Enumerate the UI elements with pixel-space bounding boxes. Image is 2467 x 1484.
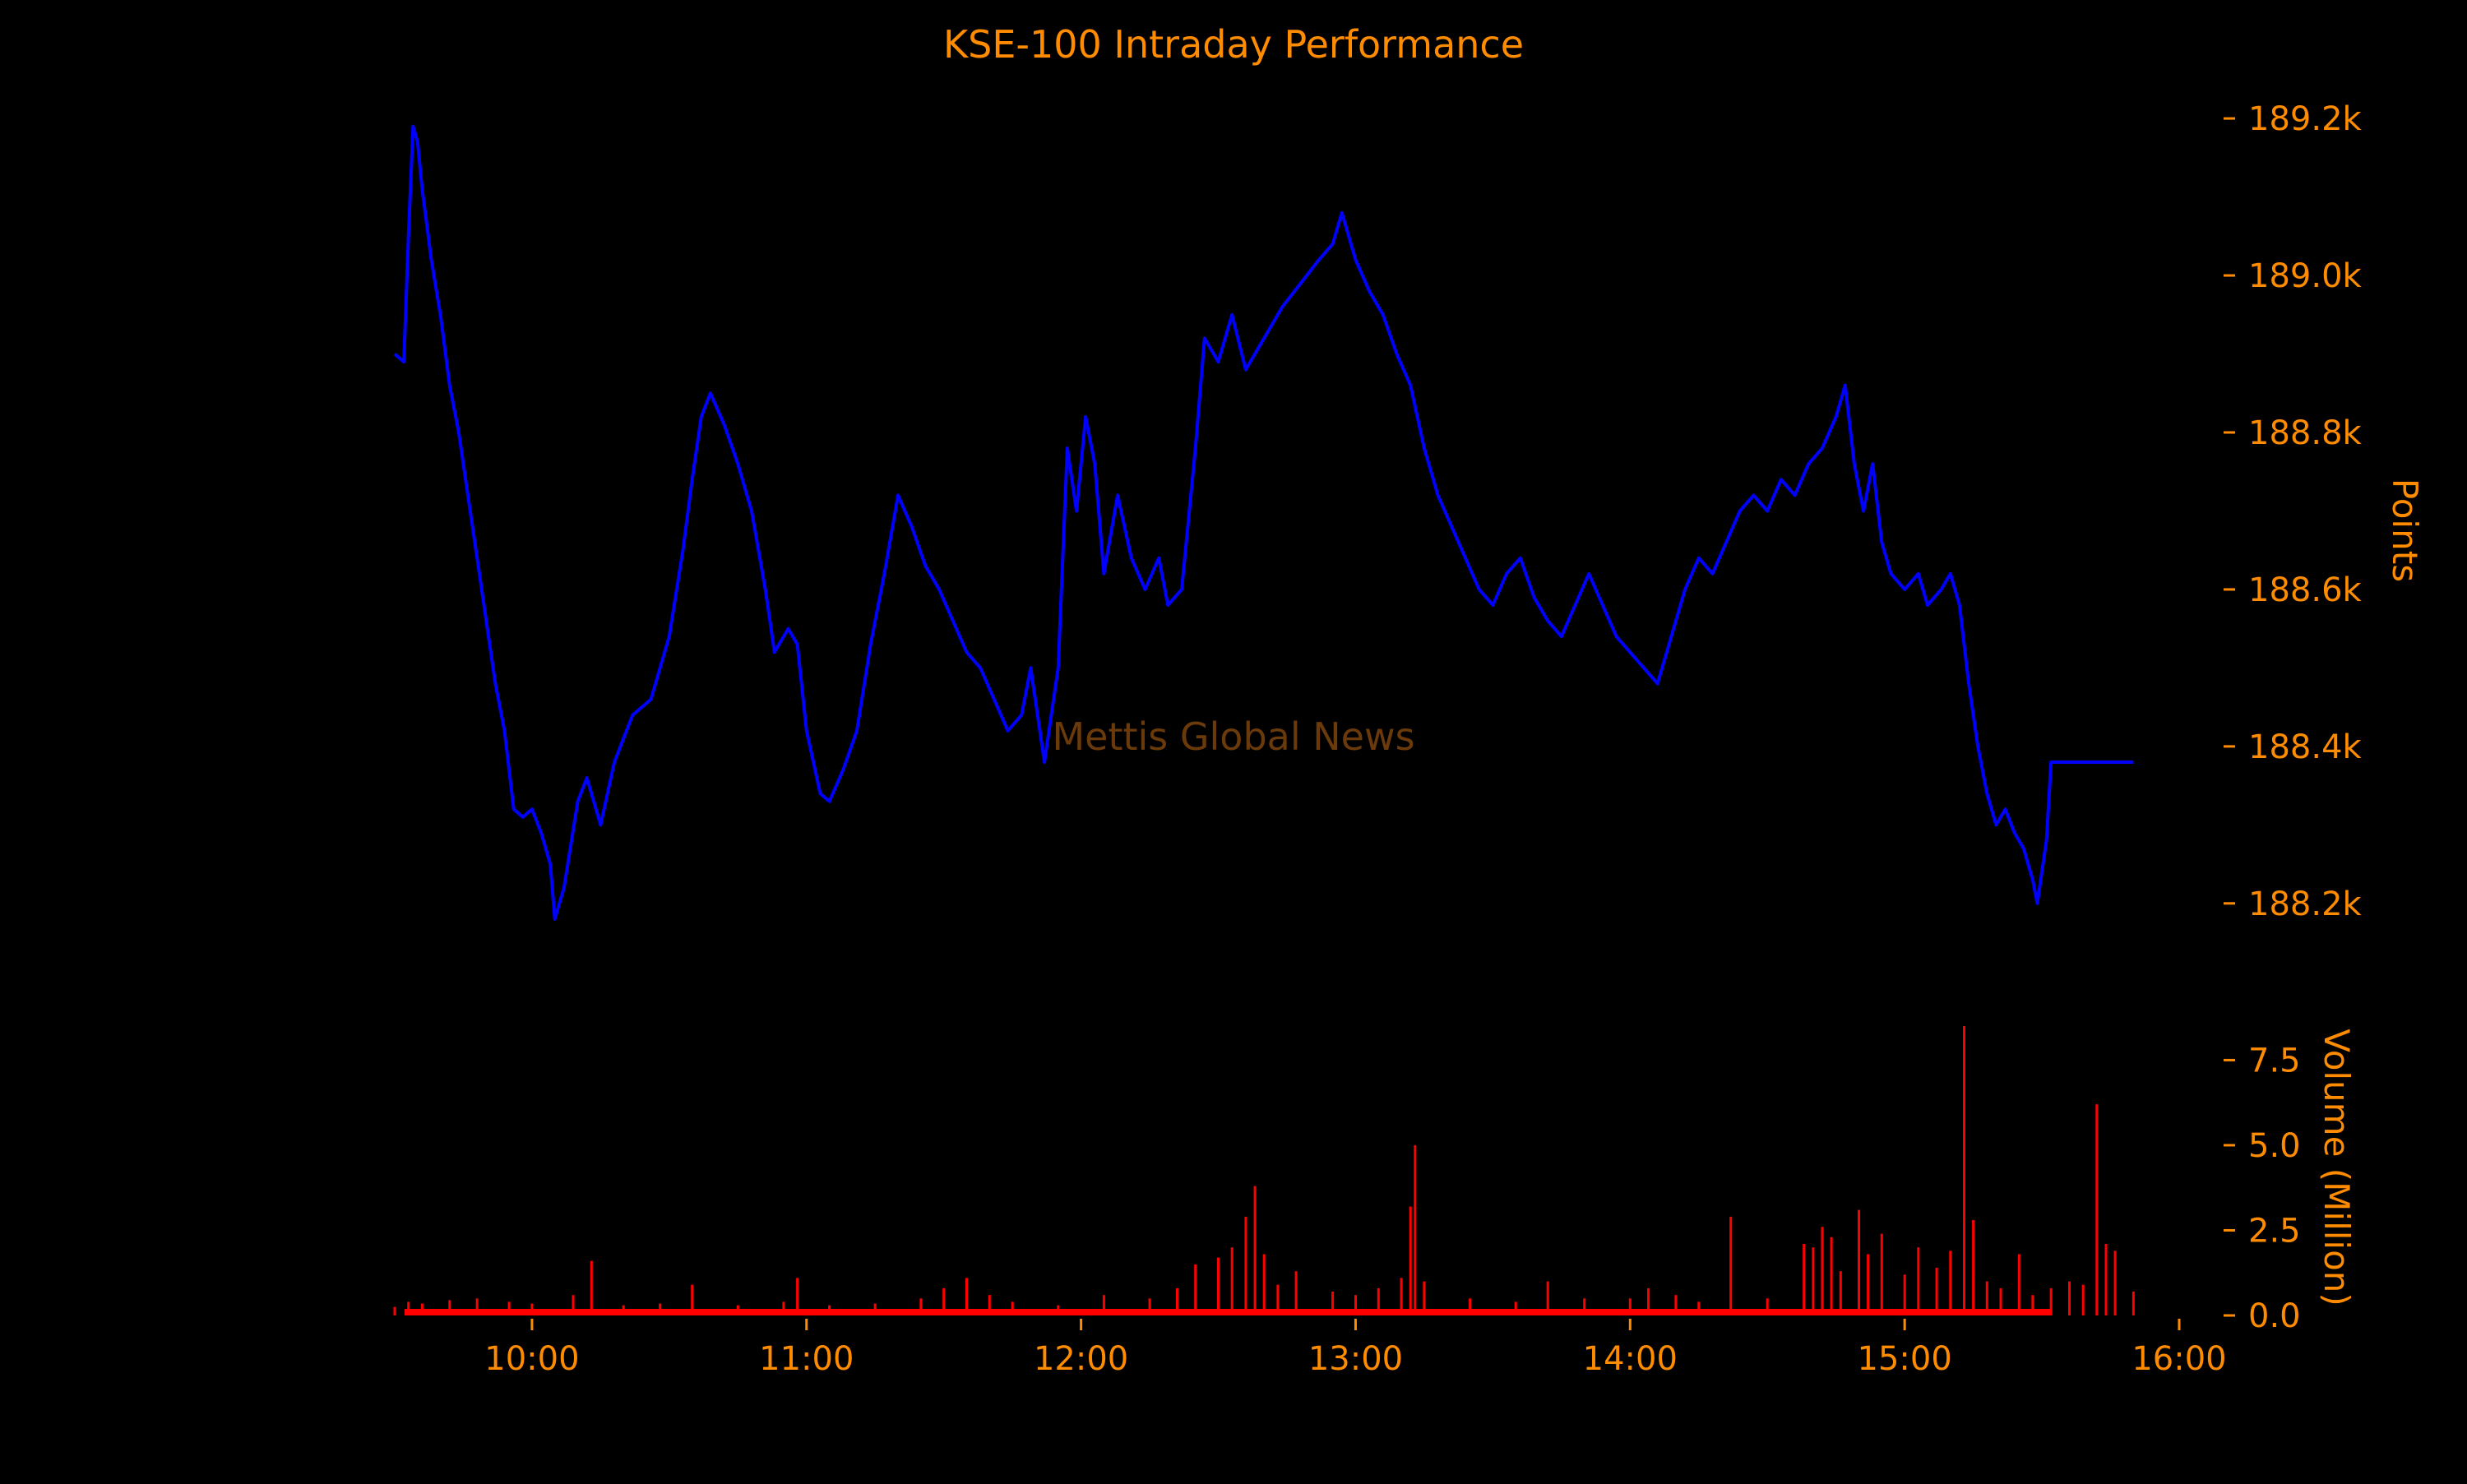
price-panel: 188.2k 188.4k 188.6k 188.8k 189.0k 189.2k [393, 100, 2363, 923]
volume-bar [393, 1306, 396, 1315]
volume-baseline-band [405, 1309, 2052, 1315]
volume-tick-label: 0.0 [2248, 1297, 2301, 1335]
volume-panel: 0.0 2.5 5.0 7.5 [393, 1026, 2301, 1335]
volume-bar [1935, 1268, 1938, 1315]
volume-bar [2068, 1281, 2071, 1315]
volume-bar [2031, 1295, 2034, 1315]
volume-bar [1972, 1220, 1975, 1315]
volume-bar [1963, 1026, 1965, 1315]
volume-bar [1583, 1298, 1586, 1315]
volume-bar [1917, 1247, 1920, 1315]
price-tick-label: 188.4k [2248, 728, 2363, 766]
volume-bar [1903, 1274, 1906, 1315]
volume-bar [507, 1301, 511, 1315]
volume-axis-label: Volume (Million) [2317, 1029, 2357, 1306]
volume-bar [475, 1298, 479, 1315]
x-tick-label: 13:00 [1308, 1340, 1403, 1378]
volume-bar [988, 1295, 991, 1315]
volume-bar [1194, 1264, 1197, 1315]
volume-bar [1414, 1144, 1417, 1315]
volume-bar [691, 1284, 694, 1315]
x-tick-label: 11:00 [759, 1340, 854, 1378]
volume-bar [1469, 1298, 1472, 1315]
volume-bar [1377, 1288, 1380, 1315]
volume-tick-label: 2.5 [2248, 1212, 2301, 1250]
volume-bar [1867, 1254, 1870, 1315]
volume-bar [2081, 1284, 2085, 1315]
volume-bar [919, 1298, 923, 1315]
x-tick-label: 12:00 [1034, 1340, 1128, 1378]
volume-bar [942, 1288, 946, 1315]
volume-bar [1949, 1251, 1952, 1315]
volume-bar [1294, 1271, 1298, 1315]
volume-bar [2095, 1104, 2099, 1315]
price-tick-label: 188.2k [2248, 885, 2363, 923]
volume-bar [1830, 1237, 1833, 1315]
volume-bar [2049, 1288, 2053, 1315]
volume-bar [1628, 1298, 1632, 1315]
volume-bar [965, 1278, 968, 1315]
price-tick-label: 188.8k [2248, 414, 2363, 452]
price-tick-label: 188.6k [2248, 571, 2363, 609]
volume-bar [2131, 1292, 2135, 1315]
volume-bar [1803, 1244, 1806, 1315]
volume-bar [1697, 1301, 1701, 1315]
volume-bar [1354, 1295, 1357, 1315]
volume-bar [407, 1301, 410, 1315]
volume-bar [1176, 1288, 1178, 1315]
volume-bar [1821, 1227, 1824, 1315]
volume-bar [1011, 1301, 1014, 1315]
volume-bar [572, 1295, 575, 1315]
volume-bar [2017, 1254, 2020, 1315]
volume-bar [1102, 1295, 1105, 1315]
volume-bar [1217, 1257, 1220, 1315]
chart-title: KSE-100 Intraday Performance [943, 22, 1524, 67]
volume-bar [2113, 1251, 2117, 1315]
volume-bar [1647, 1288, 1650, 1315]
volume-bar [1331, 1292, 1335, 1315]
watermark-text: Mettis Global News [1052, 714, 1414, 759]
volume-bar [1766, 1298, 1769, 1315]
volume-bar [796, 1278, 799, 1315]
volume-bar [1812, 1247, 1815, 1315]
volume-bar [590, 1260, 593, 1315]
volume-bar [1729, 1216, 1733, 1315]
volume-bar [448, 1300, 451, 1315]
volume-tick-label: 5.0 [2248, 1127, 2301, 1165]
volume-bar [1999, 1288, 2002, 1315]
volume-bar [1253, 1186, 1257, 1315]
volume-bar [1262, 1254, 1266, 1315]
x-tick-label: 14:00 [1583, 1340, 1678, 1378]
volume-bar [1230, 1247, 1234, 1315]
volume-bar [1409, 1206, 1412, 1315]
price-axis-label: Points [2385, 478, 2425, 582]
volume-bar [782, 1301, 785, 1315]
x-tick-label: 15:00 [1858, 1340, 1952, 1378]
x-tick-label: 10:00 [484, 1340, 579, 1378]
price-tick-label: 189.0k [2248, 257, 2363, 295]
volume-bar [1880, 1233, 1883, 1315]
volume-bar [1674, 1295, 1678, 1315]
volume-bar [1858, 1209, 1860, 1315]
price-tick-label: 189.2k [2248, 100, 2363, 138]
x-axis: 10:00 11:00 12:00 13:00 14:00 15:00 16:00 [484, 1319, 2227, 1378]
volume-bar [1244, 1216, 1247, 1315]
volume-bar [1985, 1281, 1988, 1315]
volume-bar [1514, 1301, 1517, 1315]
price-series-line [393, 124, 2134, 921]
volume-bar [1400, 1278, 1403, 1315]
volume-bar [1839, 1271, 1842, 1315]
volume-bar [1423, 1281, 1426, 1315]
volume-bar [1148, 1298, 1151, 1315]
volume-tick-label: 7.5 [2248, 1042, 2301, 1079]
volume-bar [2104, 1244, 2108, 1315]
volume-bar [1276, 1284, 1280, 1315]
x-tick-label: 16:00 [2131, 1340, 2226, 1378]
volume-bar [1546, 1281, 1549, 1315]
